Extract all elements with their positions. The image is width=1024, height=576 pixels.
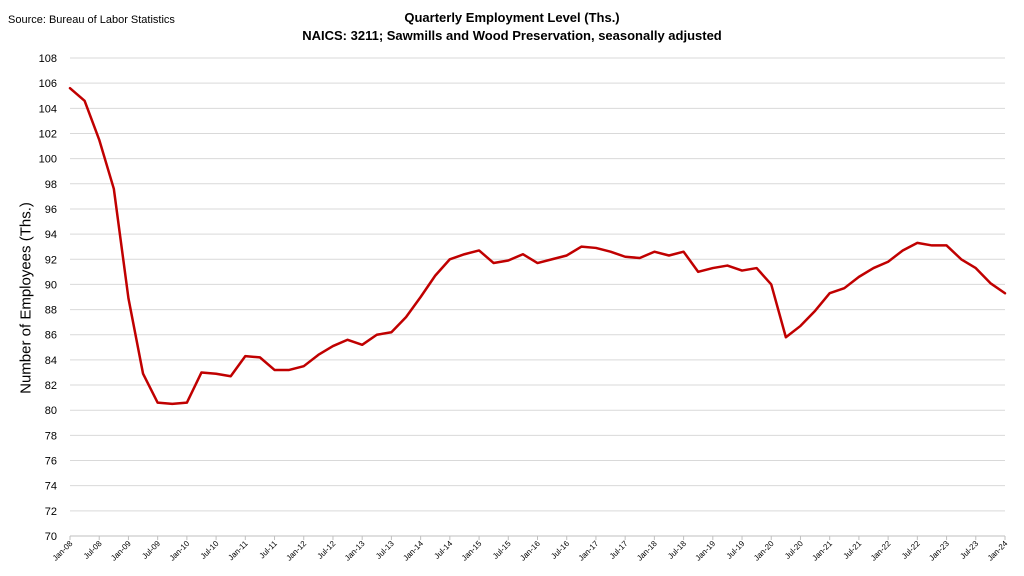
x-tick-label: Jan-18 — [635, 539, 659, 563]
x-tick-label: Jul-19 — [725, 539, 747, 561]
y-tick-label: 72 — [45, 506, 57, 518]
y-axis-ticks: 70 72 74 76 78 80 82 84 86 88 90 92 94 96 98 100 102 104 1… — [39, 53, 57, 543]
x-tick-label: Jul-18 — [666, 539, 688, 561]
x-tick-label: Jan-12 — [284, 539, 308, 563]
y-tick-label: 106 — [39, 78, 57, 90]
y-tick-label: 96 — [45, 204, 57, 216]
x-tick-label: Jul-14 — [432, 539, 454, 561]
x-tick-label: Jan-22 — [869, 539, 893, 563]
x-tick-label: Jan-13 — [343, 539, 367, 563]
x-tick-label: Jul-13 — [374, 539, 396, 561]
x-tick-label: Jan-14 — [401, 539, 425, 563]
y-tick-label: 88 — [45, 305, 57, 317]
x-tick-label: Jan-24 — [986, 539, 1010, 563]
x-tick-label: Jul-16 — [549, 539, 571, 561]
x-tick-label: Jul-15 — [491, 539, 513, 561]
gridlines — [70, 57, 1005, 537]
y-tick-label: 78 — [45, 430, 57, 442]
x-tick-label: Jul-11 — [258, 539, 280, 561]
x-tick-label: Jul-09 — [140, 539, 162, 561]
x-tick-label: Jan-17 — [577, 539, 601, 563]
y-tick-label: 100 — [39, 154, 57, 166]
y-tick-label: 104 — [39, 103, 57, 115]
x-tick-label: Jul-20 — [783, 539, 805, 561]
series-group — [68, 86, 1007, 406]
x-tick-label: Jan-11 — [226, 539, 250, 563]
x-tick-label: Jan-20 — [752, 539, 776, 563]
y-tick-label: 82 — [45, 380, 57, 392]
y-tick-label: 84 — [45, 355, 57, 367]
x-tick-label: Jul-22 — [900, 539, 922, 561]
y-tick-label: 108 — [39, 53, 57, 65]
x-tick-label: Jul-08 — [82, 539, 104, 561]
x-tick-label: Jan-23 — [927, 539, 951, 563]
y-tick-label: 90 — [45, 279, 57, 291]
x-tick-label: Jan-09 — [109, 539, 133, 563]
x-tick-label: Jan-21 — [810, 539, 834, 563]
y-tick-label: 70 — [45, 531, 57, 543]
y-tick-label: 102 — [39, 128, 57, 140]
y-tick-label: 76 — [45, 456, 57, 468]
x-axis-ticks: Jan-08 Jul-08 Jan-09 Jul-09 Jan-10 Jul-10 Jan-… — [51, 536, 1010, 563]
x-tick-label: Jul-10 — [199, 539, 221, 561]
x-tick-label: Jul-17 — [608, 539, 630, 561]
source-note: Source: Bureau of Labor Statistics — [8, 14, 175, 26]
y-tick-label: 80 — [45, 405, 57, 417]
x-tick-label: Jul-23 — [958, 539, 980, 561]
x-tick-label: Jan-19 — [694, 539, 718, 563]
series-line — [68, 86, 1007, 406]
chart-subtitle: NAICS: 3211; Sawmills and Wood Preservat… — [302, 28, 722, 43]
chart-title: Quarterly Employment Level (Ths.) — [404, 10, 620, 25]
y-tick-label: 92 — [45, 254, 57, 266]
y-tick-label: 98 — [45, 179, 57, 191]
x-tick-label: Jan-10 — [168, 539, 192, 563]
x-tick-label: Jan-15 — [460, 539, 484, 563]
x-tick-label: Jul-21 — [842, 539, 864, 561]
x-tick-label: Jan-16 — [518, 539, 542, 563]
x-tick-label: Jul-12 — [316, 539, 338, 561]
y-tick-label: 94 — [45, 229, 57, 241]
y-tick-label: 86 — [45, 330, 57, 342]
y-tick-label: 74 — [45, 481, 57, 493]
